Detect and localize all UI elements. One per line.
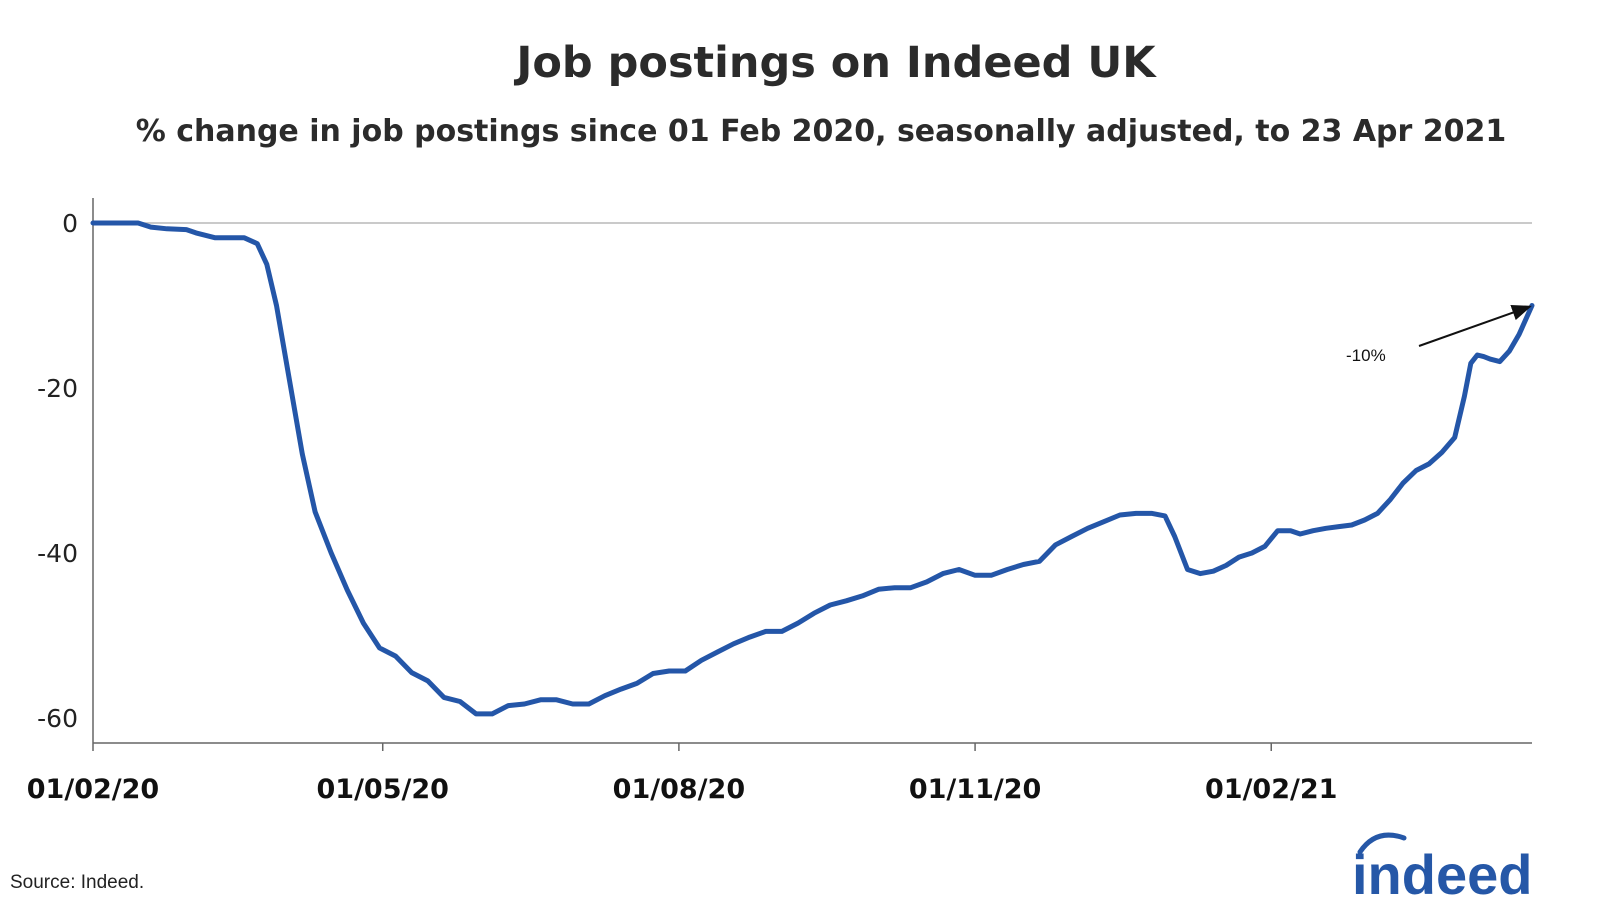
y-tick-label: -60 <box>37 704 78 733</box>
y-tick-label: 0 <box>62 209 78 238</box>
chart-title: Job postings on Indeed UK <box>516 38 1156 88</box>
tick-labels: 0 -20 -40 -60 01/02/20 01/05/20 01/08/20 01/11/… <box>27 209 1338 805</box>
line-chart: 0 -20 -40 -60 01/02/20 01/05/20 01/08/20 01/11/… <box>27 198 1535 805</box>
axes <box>92 198 1532 751</box>
x-tick-label: 01/02/21 <box>1205 774 1337 805</box>
series-layer <box>90 220 1535 717</box>
x-tick-label: 01/02/20 <box>27 774 159 805</box>
annotation-label: -10% <box>1346 346 1386 365</box>
chart-subtitle: % change in job postings since 01 Feb 20… <box>135 114 1507 149</box>
series-line <box>90 220 1535 717</box>
source-note: Source: Indeed. <box>10 872 145 893</box>
annotation-layer: -10% <box>1346 304 1532 365</box>
x-tick-label: 01/11/20 <box>909 774 1041 805</box>
y-tick-label: -40 <box>37 539 78 568</box>
x-tick-label: 01/08/20 <box>613 774 745 805</box>
annotation-arrow <box>1418 304 1532 347</box>
x-tick-label: 01/05/20 <box>317 774 449 805</box>
indeed-logo: indeed <box>1352 832 1532 902</box>
y-tick-label: -20 <box>37 374 78 403</box>
svg-text:indeed: indeed <box>1352 843 1532 902</box>
